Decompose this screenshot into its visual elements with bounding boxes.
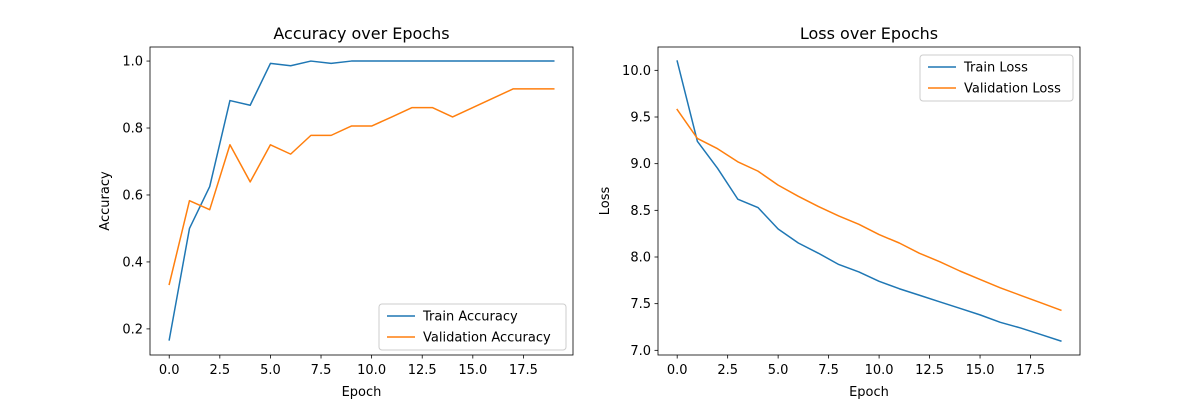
x-tick-label: 12.5 <box>408 363 437 378</box>
chart-title: Loss over Epochs <box>800 24 938 43</box>
y-tick-label: 7.5 <box>630 297 651 312</box>
y-tick-label: 10.0 <box>622 64 651 79</box>
x-tick-label: 15.0 <box>458 363 487 378</box>
legend: Train Accuracy Validation Accuracy <box>378 303 567 351</box>
x-tick-label: 10.0 <box>865 363 894 378</box>
y-tick-label: 7.0 <box>630 344 651 359</box>
x-tick-label: 12.5 <box>915 363 944 378</box>
legend-box <box>378 303 567 351</box>
chart-title: Accuracy over Epochs <box>273 24 449 43</box>
y-axis-label: Accuracy <box>98 171 113 231</box>
y-tick-label: 1.0 <box>122 55 143 70</box>
legend-box <box>919 54 1074 102</box>
chart-0: 0.0 2.5 5.0 7.5 10.0 12.5 15.0 17.5 0.2 0.4 0.6 0.8… <box>98 24 574 400</box>
x-tick-label: 5.0 <box>768 363 789 378</box>
plot-frame <box>657 46 1081 356</box>
x-tick-label: 17.5 <box>1016 363 1045 378</box>
x-tick-label: 7.5 <box>311 363 332 378</box>
legend: Train Loss Validation Loss <box>919 54 1074 102</box>
x-tick-label: 2.5 <box>717 363 738 378</box>
legend-label: Train Accuracy <box>422 310 518 325</box>
legend-label: Train Loss <box>963 61 1028 76</box>
x-tick-label: 10.0 <box>357 363 386 378</box>
y-tick-label: 8.0 <box>630 251 651 266</box>
x-tick-label: 15.0 <box>966 363 995 378</box>
y-tick-label: 8.5 <box>630 204 651 219</box>
series-line-validation <box>168 88 555 286</box>
x-axis-label: Epoch <box>342 385 382 400</box>
x-tick-label: 0.0 <box>159 363 180 378</box>
y-axis-label: Loss <box>598 187 613 216</box>
y-tick-label: 0.8 <box>122 122 143 137</box>
y-tick-label: 0.4 <box>122 255 143 270</box>
legend-label: Validation Loss <box>964 82 1061 97</box>
series-line-train <box>168 60 555 341</box>
plot-frame <box>149 46 574 356</box>
series-line-validation <box>676 108 1062 312</box>
x-tick-label: 7.5 <box>818 363 839 378</box>
chart-1: 0.0 2.5 5.0 7.5 10.0 12.5 15.0 17.5 7.0 7.5 8.0 8.5… <box>598 24 1081 400</box>
x-tick-label: 17.5 <box>509 363 538 378</box>
x-tick-label: 2.5 <box>209 363 230 378</box>
x-tick-label: 0.0 <box>667 363 688 378</box>
x-axis-label: Epoch <box>849 385 889 400</box>
series-line-train <box>676 60 1062 342</box>
legend-label: Validation Accuracy <box>423 331 551 346</box>
y-tick-label: 9.0 <box>630 157 651 172</box>
y-tick-label: 0.6 <box>122 188 143 203</box>
y-tick-label: 0.2 <box>122 322 143 337</box>
y-tick-label: 9.5 <box>630 111 651 126</box>
x-tick-label: 5.0 <box>260 363 281 378</box>
